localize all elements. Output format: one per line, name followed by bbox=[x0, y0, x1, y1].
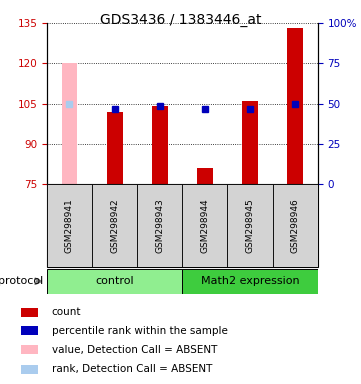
Bar bbox=[242, 101, 258, 184]
Text: GDS3436 / 1383446_at: GDS3436 / 1383446_at bbox=[100, 13, 261, 27]
Text: GSM298941: GSM298941 bbox=[65, 198, 74, 253]
Bar bbox=[152, 106, 168, 184]
Text: Math2 expression: Math2 expression bbox=[201, 276, 299, 286]
Text: value, Detection Call = ABSENT: value, Detection Call = ABSENT bbox=[52, 344, 217, 354]
Text: rank, Detection Call = ABSENT: rank, Detection Call = ABSENT bbox=[52, 364, 212, 374]
Bar bbox=[227, 184, 273, 267]
Bar bbox=[273, 184, 318, 267]
Text: GSM298942: GSM298942 bbox=[110, 198, 119, 253]
Bar bbox=[21, 346, 38, 354]
Bar bbox=[62, 63, 77, 184]
Text: GSM298944: GSM298944 bbox=[200, 198, 209, 253]
Bar bbox=[197, 168, 213, 184]
Bar bbox=[182, 184, 227, 267]
Bar bbox=[92, 184, 137, 267]
Bar bbox=[47, 184, 92, 267]
Bar bbox=[107, 112, 122, 184]
Bar bbox=[21, 365, 38, 374]
Bar bbox=[47, 269, 182, 294]
Bar bbox=[287, 28, 303, 184]
Text: GSM298946: GSM298946 bbox=[291, 198, 300, 253]
Text: percentile rank within the sample: percentile rank within the sample bbox=[52, 326, 228, 336]
Text: GSM298945: GSM298945 bbox=[245, 198, 255, 253]
Text: protocol: protocol bbox=[0, 276, 43, 286]
Bar bbox=[182, 269, 318, 294]
Text: control: control bbox=[95, 276, 134, 286]
Bar bbox=[21, 308, 38, 316]
Bar bbox=[21, 326, 38, 335]
Text: count: count bbox=[52, 308, 81, 318]
Text: GSM298943: GSM298943 bbox=[155, 198, 164, 253]
Bar bbox=[137, 184, 182, 267]
